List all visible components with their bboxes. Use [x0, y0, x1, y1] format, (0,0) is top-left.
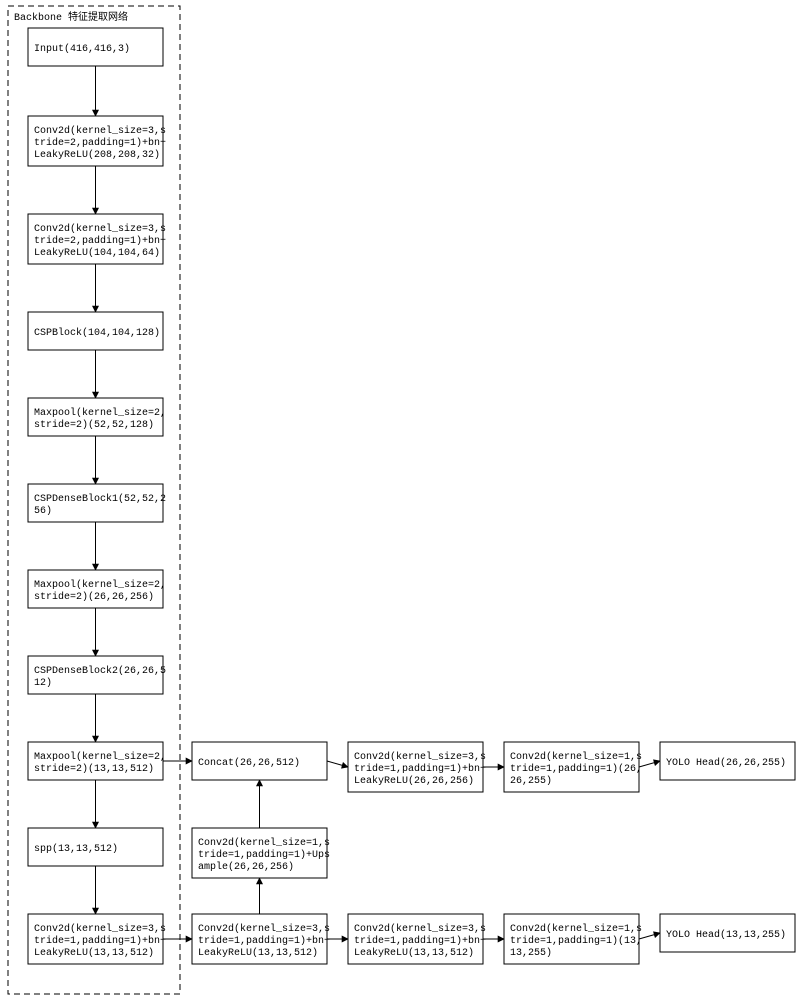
node-conv7: Conv2d(kernel_size=1,stride=1,padding=1)…	[504, 914, 642, 964]
node-text: LeakyReLU(26,26,256)	[354, 775, 474, 787]
node-conv5: Conv2d(kernel_size=3,stride=1,padding=1)…	[348, 914, 486, 964]
node-concat: Concat(26,26,512)	[192, 742, 327, 780]
node-text: tride=2,padding=1)+bn+	[34, 137, 166, 149]
node-text: Conv2d(kernel_size=1,s	[510, 751, 642, 763]
node-upsample: Conv2d(kernel_size=1,stride=1,padding=1)…	[192, 828, 330, 878]
node-conv1: Conv2d(kernel_size=3,stride=2,padding=1)…	[28, 116, 166, 166]
node-cspblock: CSPBlock(104,104,128)	[28, 312, 163, 350]
node-spp: spp(13,13,512)	[28, 828, 163, 866]
node-text: Conv2d(kernel_size=3,s	[34, 923, 166, 935]
node-text: CSPDenseBlock1(52,52,2	[34, 493, 166, 505]
node-text: tride=2,padding=1)+bn+	[34, 235, 166, 247]
node-text: spp(13,13,512)	[34, 843, 118, 855]
node-text: stride=2)(13,13,512)	[34, 763, 154, 775]
node-text: tride=1,padding=1)(13,	[510, 935, 642, 947]
node-text: Conv2d(kernel_size=3,s	[34, 125, 166, 137]
node-text: Maxpool(kernel_size=2,	[34, 579, 166, 591]
node-text: tride=1,padding=1)+bn+	[34, 935, 166, 947]
node-text: Conv2d(kernel_size=3,s	[354, 923, 486, 935]
node-conv8: Conv2d(kernel_size=1,stride=1,padding=1)…	[504, 742, 642, 792]
node-conv6: Conv2d(kernel_size=3,stride=1,padding=1)…	[348, 742, 486, 792]
node-text: ample(26,26,256)	[198, 861, 294, 873]
node-text: Conv2d(kernel_size=3,s	[198, 923, 330, 935]
edge-conv7-yolo13	[639, 933, 660, 939]
node-text: tride=1,padding=1)(26,	[510, 763, 642, 775]
node-conv4: Conv2d(kernel_size=3,stride=1,padding=1)…	[192, 914, 330, 964]
node-text: LeakyReLU(104,104,64)	[34, 247, 160, 259]
node-text: Input(416,416,3)	[34, 43, 130, 55]
node-text: tride=1,padding=1)+bn+	[354, 763, 486, 775]
node-maxpool2: Maxpool(kernel_size=2,stride=2)(26,26,25…	[28, 570, 166, 608]
node-text: 26,255)	[510, 775, 552, 787]
node-yolo13: YOLO Head(13,13,255)	[660, 914, 795, 952]
node-conv3: Conv2d(kernel_size=3,stride=1,padding=1)…	[28, 914, 166, 964]
node-text: YOLO Head(13,13,255)	[666, 929, 786, 941]
node-cspdense1: CSPDenseBlock1(52,52,256)	[28, 484, 166, 522]
edge-concat-conv6	[327, 761, 348, 767]
node-text: CSPBlock(104,104,128)	[34, 327, 160, 339]
node-text: YOLO Head(26,26,255)	[666, 757, 786, 769]
node-text: LeakyReLU(13,13,512)	[198, 947, 318, 959]
node-text: LeakyReLU(13,13,512)	[34, 947, 154, 959]
node-maxpool3: Maxpool(kernel_size=2,stride=2)(13,13,51…	[28, 742, 166, 780]
node-text: 56)	[34, 505, 52, 517]
node-text: LeakyReLU(13,13,512)	[354, 947, 474, 959]
node-text: Conv2d(kernel_size=1,s	[510, 923, 642, 935]
node-text: stride=2)(26,26,256)	[34, 591, 154, 603]
node-text: CSPDenseBlock2(26,26,5	[34, 665, 166, 677]
node-text: tride=1,padding=1)+bn+	[198, 935, 330, 947]
node-text: Maxpool(kernel_size=2,	[34, 407, 166, 419]
node-text: Conv2d(kernel_size=3,s	[34, 223, 166, 235]
node-input: Input(416,416,3)	[28, 28, 163, 66]
node-text: tride=1,padding=1)+Ups	[198, 849, 330, 861]
node-yolo26: YOLO Head(26,26,255)	[660, 742, 795, 780]
node-conv2: Conv2d(kernel_size=3,stride=2,padding=1)…	[28, 214, 166, 264]
node-text: 12)	[34, 677, 52, 689]
backbone-label: Backbone 特征提取网络	[14, 10, 128, 24]
edge-conv8-yolo26	[639, 761, 660, 767]
node-text: Conv2d(kernel_size=1,s	[198, 837, 330, 849]
node-text: LeakyReLU(208,208,32)	[34, 149, 160, 161]
node-text: Conv2d(kernel_size=3,s	[354, 751, 486, 763]
node-cspdense2: CSPDenseBlock2(26,26,512)	[28, 656, 166, 694]
node-text: stride=2)(52,52,128)	[34, 419, 154, 431]
node-text: 13,255)	[510, 947, 552, 959]
network-diagram: Backbone 特征提取网络 Input(416,416,3) Conv2d(ke…	[0, 0, 803, 1000]
node-text: Maxpool(kernel_size=2,	[34, 751, 166, 763]
node-text: tride=1,padding=1)+bn+	[354, 935, 486, 947]
node-text: Concat(26,26,512)	[198, 757, 300, 769]
node-maxpool1: Maxpool(kernel_size=2,stride=2)(52,52,12…	[28, 398, 166, 436]
